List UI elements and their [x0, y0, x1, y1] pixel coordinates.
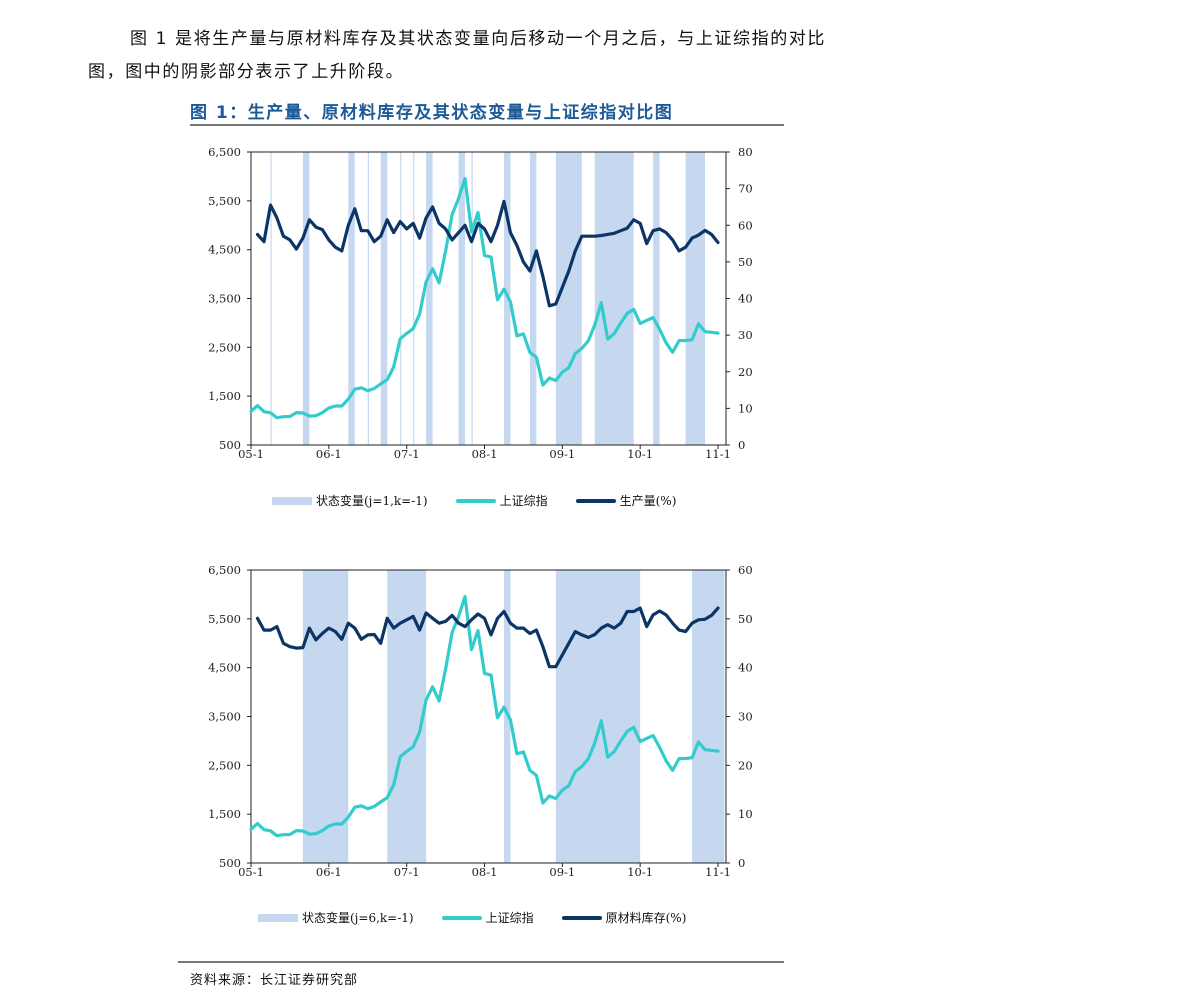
x-axis-tick-label: 07-1 [394, 447, 420, 461]
legend-label: 状态变量(j=1,k=-1) [316, 494, 428, 508]
right-axis-tick-label: 60 [738, 563, 753, 577]
right-axis-tick-label: 60 [738, 218, 753, 232]
chart-inventory-vs-sse: 500 1,500 2,500 3,500 4,500 5,500 6,500 0 10 20 30… [208, 563, 753, 879]
legend-label: 上证综指 [485, 911, 534, 925]
state-band [692, 570, 725, 863]
x-axis-tick-label: 06-1 [316, 447, 342, 461]
x-axis-tick-label: 11-1 [705, 865, 731, 879]
x-axis-tick-label: 05-1 [238, 447, 264, 461]
legend-swatch-band [258, 913, 298, 922]
left-axis-tick-label: 500 [219, 856, 241, 870]
legend-label: 生产量(%) [619, 494, 677, 508]
x-axis-tick-label: 06-1 [316, 865, 342, 879]
left-axis-tick-label: 1,500 [208, 389, 241, 403]
right-axis-tick-label: 30 [738, 328, 753, 342]
right-axis-tick-label: 30 [738, 710, 753, 724]
state-band [302, 152, 310, 445]
legend-swatch-inventory [561, 915, 602, 920]
left-axis-tick-label: 3,500 [208, 710, 241, 724]
left-axis-tick-label: 2,500 [208, 340, 241, 354]
right-axis-tick-label: 40 [738, 292, 753, 306]
state-band [426, 152, 433, 445]
sse-index-line [249, 595, 720, 838]
left-axis-tick-label: 5,500 [208, 194, 241, 208]
left-axis-tick-label: 6,500 [208, 145, 241, 159]
legend-item-sse: 上证综指 [441, 909, 534, 926]
left-axis-tick-label: 4,500 [208, 661, 241, 675]
state-band [653, 152, 660, 445]
legend-item-bands: 状态变量(j=1,k=-1) [272, 492, 428, 509]
legend-chart-2: 状态变量(j=6,k=-1) 上证综指 原材料库存(%) [258, 909, 714, 926]
state-band [400, 152, 402, 445]
title-divider [190, 124, 784, 126]
legend-swatch-band [272, 496, 312, 505]
dark-series-line [255, 199, 720, 308]
left-axis-tick-label: 6,500 [208, 563, 241, 577]
left-axis-tick-label: 4,500 [208, 243, 241, 257]
right-axis-tick-label: 0 [738, 438, 745, 452]
state-band [529, 152, 537, 445]
x-axis-tick-label: 07-1 [394, 865, 420, 879]
legend-item-bands: 状态变量(j=6,k=-1) [258, 909, 414, 926]
left-axis-tick-label: 2,500 [208, 758, 241, 772]
state-band [594, 152, 634, 445]
state-band [302, 570, 349, 863]
legend-swatch-production [575, 498, 616, 503]
right-axis-tick-label: 50 [738, 612, 753, 626]
legend-item-production: 生产量(%) [575, 492, 677, 509]
legend-label: 原材料库存(%) [605, 911, 687, 925]
right-axis-tick-label: 0 [738, 856, 745, 870]
state-band [555, 570, 641, 863]
left-axis-tick-label: 500 [219, 438, 241, 452]
state-band [270, 152, 272, 445]
intro-paragraph-line-2: 图，图中的阴影部分表示了上升阶段。 [88, 62, 405, 82]
right-axis-tick-label: 10 [738, 807, 753, 821]
source-divider [178, 961, 784, 963]
left-axis-tick-label: 1,500 [208, 807, 241, 821]
dark-series-line [255, 606, 720, 669]
x-axis-tick-label: 05-1 [238, 865, 264, 879]
legend-item-inventory: 原材料库存(%) [561, 909, 687, 926]
right-axis-tick-label: 10 [738, 401, 753, 415]
figure-title: 图 1：生产量、原材料库存及其状态变量与上证综指对比图 [190, 103, 674, 123]
legend-swatch-sse [441, 915, 482, 920]
state-band [555, 152, 582, 445]
x-axis-tick-label: 10-1 [627, 865, 653, 879]
state-band [685, 152, 706, 445]
x-axis-tick-label: 09-1 [549, 865, 575, 879]
legend-label: 上证综指 [499, 494, 548, 508]
legend-item-sse: 上证综指 [455, 492, 548, 509]
x-axis-tick-label: 08-1 [472, 865, 498, 879]
legend-swatch-sse [455, 498, 496, 503]
state-band [348, 152, 355, 445]
intro-paragraph-line-1: 图 1 是将生产量与原材料库存及其状态变量向后移动一个月之后，与上证综指的对比 [130, 29, 827, 49]
x-axis-tick-label: 11-1 [705, 447, 731, 461]
state-band [380, 152, 388, 445]
right-axis-tick-label: 50 [738, 255, 753, 269]
x-axis-tick-label: 10-1 [627, 447, 653, 461]
state-band [387, 570, 427, 863]
legend-chart-1: 状态变量(j=1,k=-1) 上证综指 生产量(%) [272, 492, 704, 509]
right-axis-tick-label: 20 [738, 758, 753, 772]
right-axis-tick-label: 70 [738, 182, 753, 196]
right-axis-tick-label: 80 [738, 145, 753, 159]
legend-label: 状态变量(j=6,k=-1) [302, 911, 414, 925]
x-axis-tick-label: 09-1 [549, 447, 575, 461]
x-axis-tick-label: 08-1 [472, 447, 498, 461]
right-axis-tick-label: 40 [738, 661, 753, 675]
state-band [471, 152, 473, 445]
right-axis-tick-label: 20 [738, 365, 753, 379]
state-band [413, 152, 415, 445]
state-band [458, 152, 466, 445]
left-axis-tick-label: 5,500 [208, 612, 241, 626]
state-band [367, 152, 369, 445]
chart-production-vs-sse: 500 1,500 2,500 3,500 4,500 5,500 6,500 0 10 20 30… [208, 145, 753, 461]
source-note: 资料来源：长江证券研究部 [190, 973, 359, 988]
sse-index-line [249, 177, 720, 420]
left-axis-tick-label: 3,500 [208, 292, 241, 306]
